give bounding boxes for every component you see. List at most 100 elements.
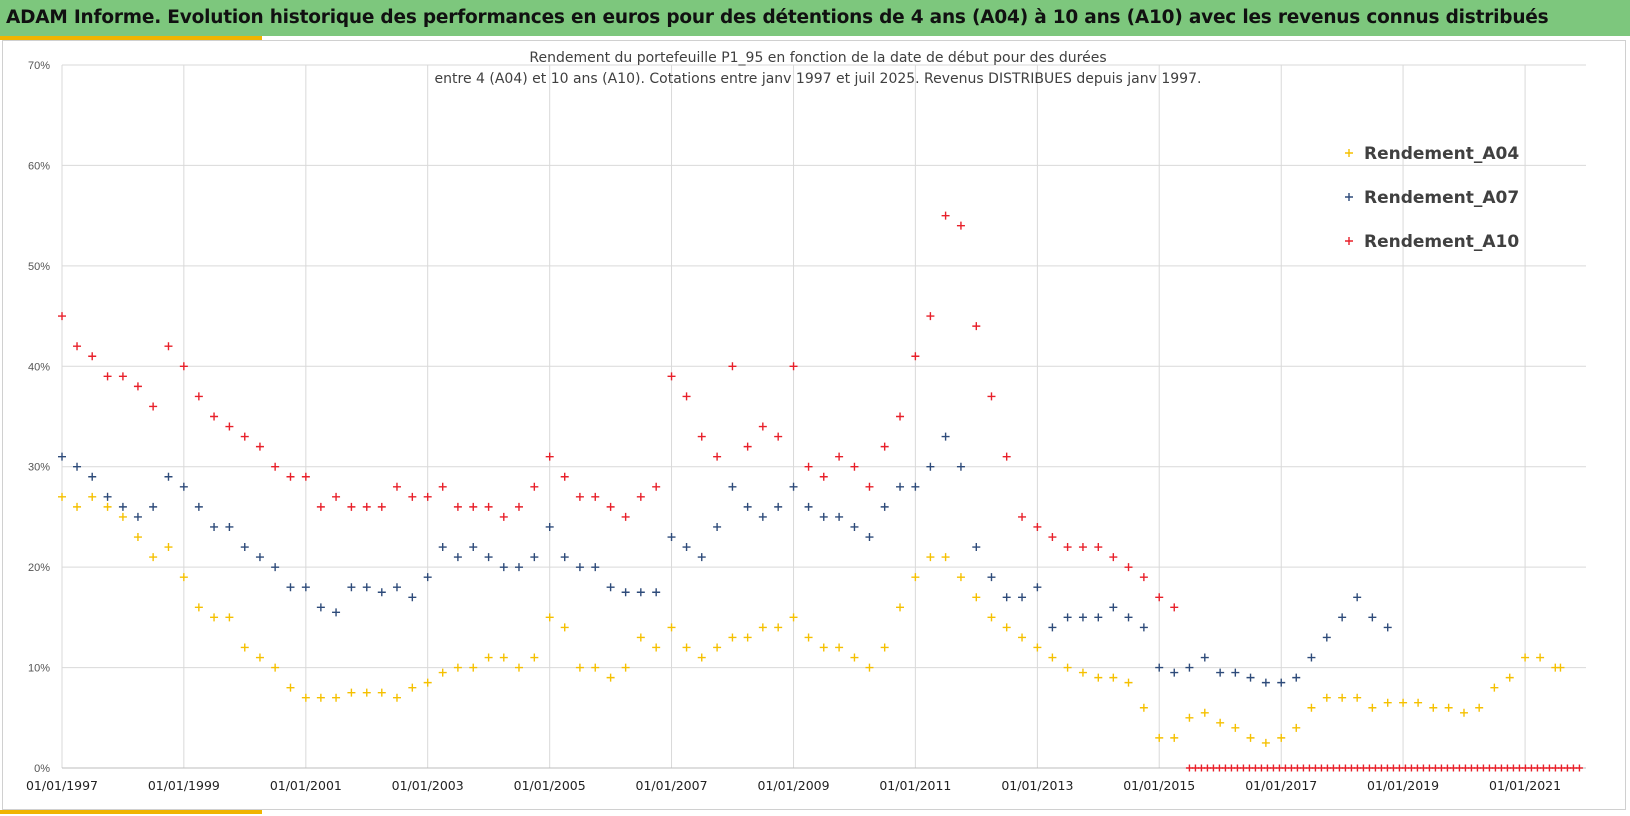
data-point (1556, 663, 1565, 672)
data-point (1299, 764, 1307, 772)
data-point (1371, 764, 1379, 772)
data-point (301, 583, 310, 592)
legend-marker (1345, 193, 1353, 201)
data-point (1292, 673, 1301, 682)
data-point (819, 643, 828, 652)
series-Rendement_A04 (58, 492, 1565, 747)
data-point (88, 352, 97, 361)
data-point (392, 482, 401, 491)
data-point (438, 543, 447, 552)
data-point (1170, 733, 1179, 742)
data-point (713, 643, 722, 652)
data-point (1323, 764, 1331, 772)
data-point (240, 432, 249, 441)
data-point (1389, 764, 1397, 772)
data-point (789, 362, 798, 371)
data-point (774, 502, 783, 511)
data-point (332, 693, 341, 702)
data-point (423, 492, 432, 501)
data-point (1261, 678, 1270, 687)
data-point (636, 492, 645, 501)
data-point (316, 502, 325, 511)
data-point (896, 603, 905, 612)
data-point (972, 543, 981, 552)
data-point (1078, 543, 1087, 552)
data-point (1444, 703, 1453, 712)
data-point (835, 643, 844, 652)
data-point (1185, 764, 1193, 772)
data-point (133, 512, 142, 521)
data-point (484, 502, 493, 511)
data-point (865, 533, 874, 542)
y-tick-label: 50% (28, 261, 50, 273)
data-point (499, 653, 508, 662)
data-point (1461, 764, 1469, 772)
legend-label: Rendement_A04 (1364, 144, 1519, 164)
data-point (1048, 533, 1057, 542)
data-point (271, 563, 280, 572)
data-point (149, 402, 158, 411)
data-point (271, 663, 280, 672)
data-point (1033, 643, 1042, 652)
data-point (1124, 563, 1133, 572)
data-point (956, 462, 965, 471)
data-point (1413, 764, 1421, 772)
data-point (1521, 653, 1530, 662)
series-zero-run (1185, 764, 1583, 772)
chart-frame (2, 40, 1626, 810)
data-point (1503, 764, 1511, 772)
data-point (1139, 623, 1148, 632)
y-tick-label: 10% (28, 663, 50, 675)
x-tick-label: 01/01/1999 (148, 778, 220, 793)
y-tick-label: 30% (28, 462, 50, 474)
data-point (210, 412, 219, 421)
data-point (1395, 764, 1403, 772)
data-point (179, 482, 188, 491)
data-point (1368, 703, 1377, 712)
data-point (1557, 764, 1565, 772)
data-point (865, 482, 874, 491)
data-point (286, 683, 295, 692)
data-point (911, 573, 920, 582)
data-point (1018, 512, 1027, 521)
data-point (606, 583, 615, 592)
data-point (88, 492, 97, 501)
data-point (728, 633, 737, 642)
data-point (1048, 653, 1057, 662)
data-point (682, 392, 691, 401)
data-point (484, 553, 493, 562)
data-point (911, 352, 920, 361)
data-point (255, 653, 264, 662)
data-point (73, 342, 82, 351)
data-point (1569, 764, 1577, 772)
legend-label: Rendement_A07 (1364, 188, 1519, 208)
data-point (1018, 593, 1027, 602)
data-point (1263, 764, 1271, 772)
data-point (1293, 764, 1301, 772)
data-point (1002, 452, 1011, 461)
data-point (1185, 663, 1194, 672)
data-point (469, 663, 478, 672)
y-tick-label: 70% (28, 60, 50, 72)
data-point (164, 342, 173, 351)
data-point (819, 472, 828, 481)
data-point (835, 512, 844, 521)
legend-marker (1345, 237, 1353, 245)
data-point (941, 553, 950, 562)
data-point (1287, 764, 1295, 772)
data-point (118, 502, 127, 511)
data-point (575, 663, 584, 672)
data-point (667, 623, 676, 632)
data-point (149, 502, 158, 511)
data-point (316, 603, 325, 612)
data-point (1033, 583, 1042, 592)
data-point (1170, 668, 1179, 677)
data-point (560, 472, 569, 481)
data-point (789, 613, 798, 622)
data-point (484, 653, 493, 662)
data-point (301, 472, 310, 481)
data-point (1575, 764, 1583, 772)
data-point (896, 412, 905, 421)
data-point (1269, 764, 1277, 772)
